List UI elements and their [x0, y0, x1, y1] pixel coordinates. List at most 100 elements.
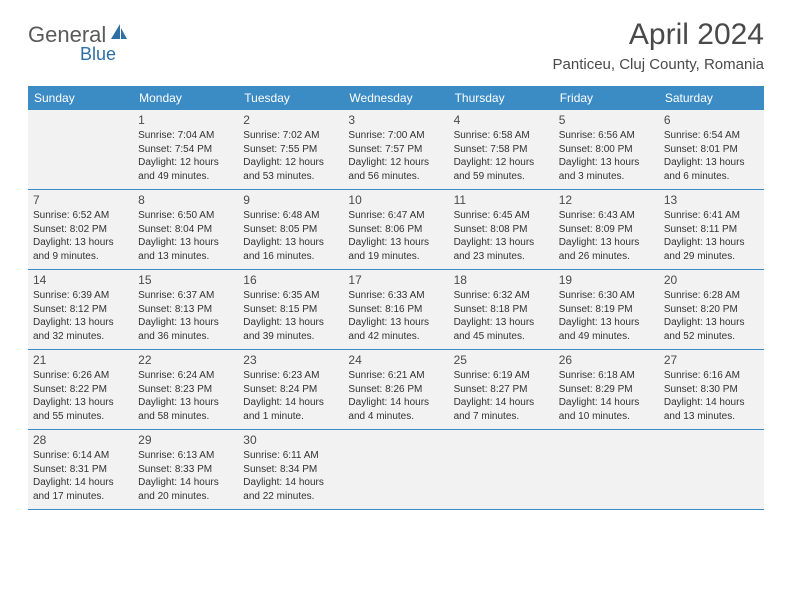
day-number: 11	[454, 193, 549, 207]
day-number: 21	[33, 353, 128, 367]
day-details: Sunrise: 6:45 AMSunset: 8:08 PMDaylight:…	[454, 209, 549, 263]
day-number: 23	[243, 353, 338, 367]
day-details: Sunrise: 6:41 AMSunset: 8:11 PMDaylight:…	[664, 209, 759, 263]
day-details: Sunrise: 6:11 AMSunset: 8:34 PMDaylight:…	[243, 449, 338, 503]
day-details: Sunrise: 6:23 AMSunset: 8:24 PMDaylight:…	[243, 369, 338, 423]
calendar-day-cell: 8 Sunrise: 6:50 AMSunset: 8:04 PMDaylight…	[133, 190, 238, 269]
day-number: 26	[559, 353, 654, 367]
logo-text-blue: Blue	[80, 44, 116, 65]
calendar-day-cell: 22 Sunrise: 6:24 AMSunset: 8:23 PMDayligh…	[133, 350, 238, 429]
day-number: 19	[559, 273, 654, 287]
logo-sail-icon	[109, 22, 129, 47]
day-number: 17	[348, 273, 443, 287]
location: Panticeu, Cluj County, Romania	[553, 56, 765, 73]
day-number: 15	[138, 273, 233, 287]
day-details: Sunrise: 6:47 AMSunset: 8:06 PMDaylight:…	[348, 209, 443, 263]
calendar-row: 28 Sunrise: 6:14 AMSunset: 8:31 PMDayligh…	[28, 430, 764, 510]
day-number: 22	[138, 353, 233, 367]
day-number: 14	[33, 273, 128, 287]
weekday-header: Friday	[554, 86, 659, 110]
calendar-day-cell: 3 Sunrise: 7:00 AMSunset: 7:57 PMDaylight…	[343, 110, 448, 189]
calendar-day-cell: 12 Sunrise: 6:43 AMSunset: 8:09 PMDayligh…	[554, 190, 659, 269]
weekday-header: Tuesday	[238, 86, 343, 110]
calendar-day-cell: 10Sunrise: 6:47 AMSunset: 8:06 PMDayligh…	[343, 190, 448, 269]
day-number: 29	[138, 433, 233, 447]
day-details: Sunrise: 6:16 AMSunset: 8:30 PMDaylight:…	[664, 369, 759, 423]
weekday-header: Thursday	[449, 86, 554, 110]
day-number: 6	[664, 113, 759, 127]
calendar-empty-cell	[28, 110, 133, 189]
weekday-header: Wednesday	[343, 86, 448, 110]
month-title: April 2024	[553, 18, 765, 52]
day-details: Sunrise: 7:02 AMSunset: 7:55 PMDaylight:…	[243, 129, 338, 183]
calendar-day-cell: 11 Sunrise: 6:45 AMSunset: 8:08 PMDayligh…	[449, 190, 554, 269]
calendar-day-cell: 7 Sunrise: 6:52 AMSunset: 8:02 PMDaylight…	[28, 190, 133, 269]
calendar-day-cell: 27 Sunrise: 6:16 AMSunset: 8:30 PMDayligh…	[659, 350, 764, 429]
day-details: Sunrise: 6:50 AMSunset: 8:04 PMDaylight:…	[138, 209, 233, 263]
weekday-header: Sunday	[28, 86, 133, 110]
day-number: 27	[664, 353, 759, 367]
calendar: SundayMondayTuesdayWednesdayThursdayFrid…	[28, 86, 764, 510]
calendar-row: 1 Sunrise: 7:04 AMSunset: 7:54 PMDaylight…	[28, 110, 764, 190]
weekday-header: Monday	[133, 86, 238, 110]
calendar-row: 21 Sunrise: 6:26 AMSunset: 8:22 PMDayligh…	[28, 350, 764, 430]
calendar-day-cell: 20Sunrise: 6:28 AMSunset: 8:20 PMDayligh…	[659, 270, 764, 349]
day-number: 9	[243, 193, 338, 207]
calendar-day-cell: 24Sunrise: 6:21 AMSunset: 8:26 PMDayligh…	[343, 350, 448, 429]
calendar-day-cell: 15 Sunrise: 6:37 AMSunset: 8:13 PMDayligh…	[133, 270, 238, 349]
day-details: Sunrise: 6:13 AMSunset: 8:33 PMDaylight:…	[138, 449, 233, 503]
day-details: Sunrise: 6:52 AMSunset: 8:02 PMDaylight:…	[33, 209, 128, 263]
calendar-empty-cell	[343, 430, 448, 509]
day-number: 1	[138, 113, 233, 127]
calendar-day-cell: 6 Sunrise: 6:54 AMSunset: 8:01 PMDaylight…	[659, 110, 764, 189]
calendar-day-cell: 28 Sunrise: 6:14 AMSunset: 8:31 PMDayligh…	[28, 430, 133, 509]
day-details: Sunrise: 6:58 AMSunset: 7:58 PMDaylight:…	[454, 129, 549, 183]
calendar-day-cell: 18Sunrise: 6:32 AMSunset: 8:18 PMDayligh…	[449, 270, 554, 349]
day-number: 24	[348, 353, 443, 367]
day-details: Sunrise: 6:54 AMSunset: 8:01 PMDaylight:…	[664, 129, 759, 183]
calendar-day-cell: 30Sunrise: 6:11 AMSunset: 8:34 PMDayligh…	[238, 430, 343, 509]
day-details: Sunrise: 6:14 AMSunset: 8:31 PMDaylight:…	[33, 449, 128, 503]
day-details: Sunrise: 6:43 AMSunset: 8:09 PMDaylight:…	[559, 209, 654, 263]
calendar-day-cell: 4Sunrise: 6:58 AMSunset: 7:58 PMDaylight…	[449, 110, 554, 189]
day-details: Sunrise: 6:18 AMSunset: 8:29 PMDaylight:…	[559, 369, 654, 423]
weekday-header: Saturday	[659, 86, 764, 110]
calendar-day-cell: 5 Sunrise: 6:56 AMSunset: 8:00 PMDaylight…	[554, 110, 659, 189]
day-number: 5	[559, 113, 654, 127]
day-details: Sunrise: 6:39 AMSunset: 8:12 PMDaylight:…	[33, 289, 128, 343]
day-details: Sunrise: 6:26 AMSunset: 8:22 PMDaylight:…	[33, 369, 128, 423]
day-details: Sunrise: 6:56 AMSunset: 8:00 PMDaylight:…	[559, 129, 654, 183]
day-number: 2	[243, 113, 338, 127]
calendar-day-cell: 9 Sunrise: 6:48 AMSunset: 8:05 PMDaylight…	[238, 190, 343, 269]
day-number: 3	[348, 113, 443, 127]
day-number: 7	[33, 193, 128, 207]
calendar-header-row: SundayMondayTuesdayWednesdayThursdayFrid…	[28, 86, 764, 110]
day-details: Sunrise: 6:32 AMSunset: 8:18 PMDaylight:…	[454, 289, 549, 343]
calendar-day-cell: 17 Sunrise: 6:33 AMSunset: 8:16 PMDayligh…	[343, 270, 448, 349]
calendar-day-cell: 23 Sunrise: 6:23 AMSunset: 8:24 PMDayligh…	[238, 350, 343, 429]
calendar-day-cell: 2 Sunrise: 7:02 AMSunset: 7:55 PMDaylight…	[238, 110, 343, 189]
day-details: Sunrise: 7:04 AMSunset: 7:54 PMDaylight:…	[138, 129, 233, 183]
day-details: Sunrise: 6:19 AMSunset: 8:27 PMDaylight:…	[454, 369, 549, 423]
calendar-day-cell: 19 Sunrise: 6:30 AMSunset: 8:19 PMDayligh…	[554, 270, 659, 349]
calendar-day-cell: 14 Sunrise: 6:39 AMSunset: 8:12 PMDayligh…	[28, 270, 133, 349]
day-number: 12	[559, 193, 654, 207]
calendar-row: 14 Sunrise: 6:39 AMSunset: 8:12 PMDayligh…	[28, 270, 764, 350]
day-number: 8	[138, 193, 233, 207]
day-number: 28	[33, 433, 128, 447]
day-number: 25	[454, 353, 549, 367]
day-details: Sunrise: 7:00 AMSunset: 7:57 PMDaylight:…	[348, 129, 443, 183]
calendar-empty-cell	[449, 430, 554, 509]
calendar-day-cell: 26 Sunrise: 6:18 AMSunset: 8:29 PMDayligh…	[554, 350, 659, 429]
day-details: Sunrise: 6:30 AMSunset: 8:19 PMDaylight:…	[559, 289, 654, 343]
calendar-day-cell: 21 Sunrise: 6:26 AMSunset: 8:22 PMDayligh…	[28, 350, 133, 429]
day-details: Sunrise: 6:37 AMSunset: 8:13 PMDaylight:…	[138, 289, 233, 343]
calendar-day-cell: 13Sunrise: 6:41 AMSunset: 8:11 PMDayligh…	[659, 190, 764, 269]
day-details: Sunrise: 6:48 AMSunset: 8:05 PMDaylight:…	[243, 209, 338, 263]
day-details: Sunrise: 6:33 AMSunset: 8:16 PMDaylight:…	[348, 289, 443, 343]
calendar-day-cell: 25 Sunrise: 6:19 AMSunset: 8:27 PMDayligh…	[449, 350, 554, 429]
day-details: Sunrise: 6:24 AMSunset: 8:23 PMDaylight:…	[138, 369, 233, 423]
header-right: April 2024 Panticeu, Cluj County, Romani…	[553, 18, 765, 73]
calendar-empty-cell	[659, 430, 764, 509]
logo: General Blue	[28, 22, 129, 48]
